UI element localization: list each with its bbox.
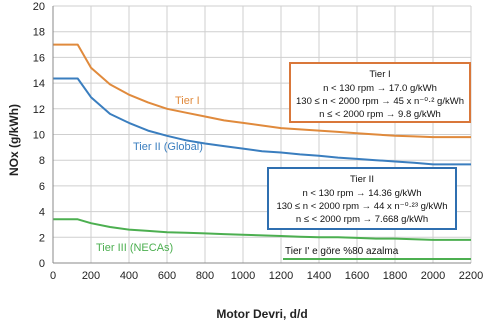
y-tick-label: 8 <box>39 155 45 167</box>
tier1-box-line: n < 130 rpm → 17.0 g/kWh <box>323 83 437 94</box>
y-tick-label: 4 <box>39 207 45 219</box>
y-tick-label: 16 <box>33 52 45 64</box>
y-tick-label: 10 <box>33 130 45 142</box>
y-tick-label: 2 <box>39 232 45 244</box>
x-tick-label: 2000 <box>421 270 445 282</box>
x-tick-label: 200 <box>82 270 100 282</box>
y-axis-label: NOx (g/kWh) <box>7 104 21 176</box>
x-tick-label: 800 <box>196 270 214 282</box>
tier1-annotation: Tier I n < 130 rpm → 17.0 g/kWh 130 ≤ n … <box>289 62 471 123</box>
tier2-box-line: 130 ≤ n < 2000 rpm → 44 x n⁻⁰·²³ g/kWh <box>276 201 447 212</box>
tier1-box-title: Tier I <box>369 69 390 80</box>
series-line-2 <box>53 77 471 166</box>
reduction-note: Tier I' e göre %80 azalma <box>285 246 399 257</box>
y-tick-label: 18 <box>33 27 45 39</box>
y-tick-label: 6 <box>39 181 45 193</box>
x-tick-label: 2200 <box>459 270 483 282</box>
series-label-tier2: Tier II (Global) <box>133 141 203 153</box>
x-tick-label: 1000 <box>231 270 255 282</box>
tier1-box-line: n ≤ < 2000 rpm → 9.8 g/kWh <box>319 109 441 120</box>
series-label-tier1: Tier I <box>175 95 200 107</box>
x-axis-label: Motor Devri, d/d <box>216 307 307 321</box>
series-line-1 <box>53 43 471 139</box>
y-tick-label: 20 <box>33 1 45 13</box>
x-tick-label: 0 <box>50 270 56 282</box>
x-tick-label: 600 <box>158 270 176 282</box>
y-tick-label: 12 <box>33 104 45 116</box>
tier1-box-line: 130 ≤ n < 2000 rpm → 45 x n⁻⁰·² g/kWh <box>296 96 464 107</box>
tier2-box-line: n < 130 rpm → 14.36 g/kWh <box>302 188 421 199</box>
tier2-box <box>267 167 457 230</box>
x-tick-label: 1800 <box>383 270 407 282</box>
tier2-box-title: Tier II <box>350 174 374 185</box>
series-layer <box>53 43 471 241</box>
tier2-box-line: n ≤ < 2000 rpm → 7.668 g/kWh <box>296 214 428 225</box>
tier1-box <box>289 62 471 123</box>
series-line-3 <box>53 218 471 241</box>
x-tick-label: 1600 <box>345 270 369 282</box>
y-tick-label: 0 <box>39 258 45 270</box>
y-tick-label: 14 <box>33 78 45 90</box>
x-tick-label: 400 <box>120 270 138 282</box>
x-tick-label: 1200 <box>269 270 293 282</box>
tier2-annotation: Tier II n < 130 rpm → 14.36 g/kWh 130 ≤ … <box>267 167 457 230</box>
series-label-tier3: Tier III (NECAs) <box>96 242 173 254</box>
x-tick-label: 1400 <box>307 270 331 282</box>
